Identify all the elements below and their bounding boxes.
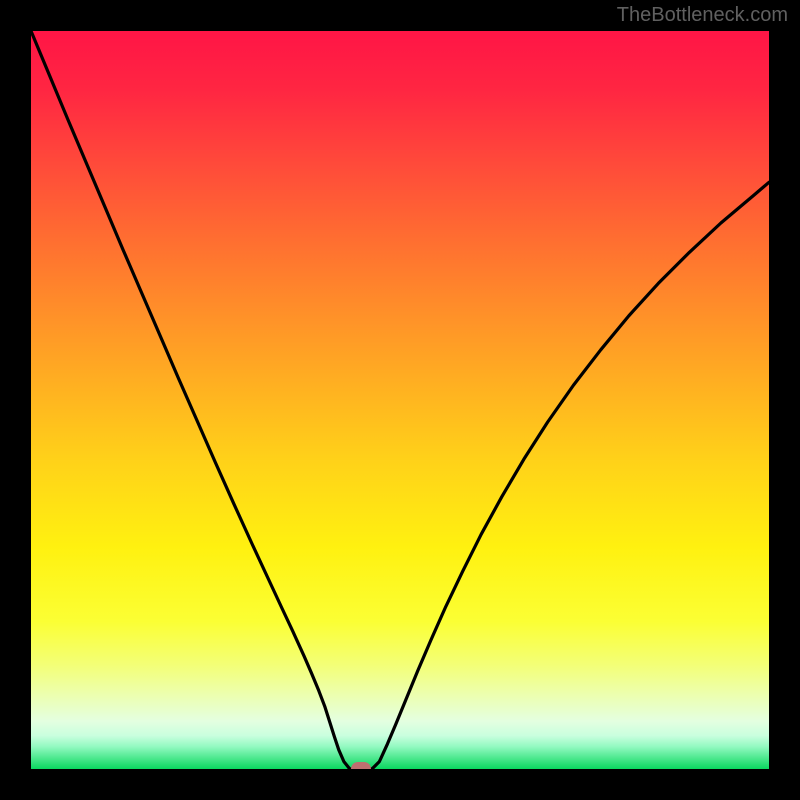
- chart-container: TheBottleneck.com: [0, 0, 800, 800]
- plot-area: [31, 31, 769, 769]
- optimal-marker: [351, 762, 371, 769]
- watermark-text: TheBottleneck.com: [617, 4, 788, 27]
- plot-background: [31, 31, 769, 769]
- plot-svg: [31, 31, 769, 769]
